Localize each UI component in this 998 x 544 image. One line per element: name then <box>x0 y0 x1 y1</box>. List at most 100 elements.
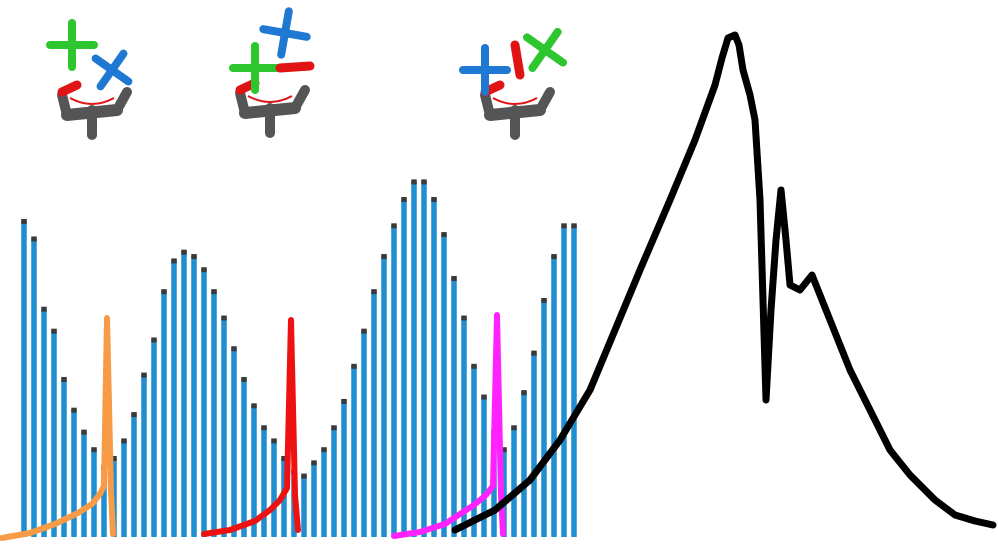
molecule-middle <box>229 7 315 138</box>
histogram-bar <box>171 260 177 537</box>
histogram-bar <box>551 256 557 537</box>
histogram-bar <box>331 427 337 537</box>
histogram-bar <box>31 238 37 538</box>
histogram-bar-cap <box>161 289 167 295</box>
histogram-bar-cap <box>321 447 327 453</box>
histogram-bar <box>511 427 517 537</box>
histogram-bar-cap <box>271 438 277 444</box>
histogram-bar <box>101 466 107 537</box>
histogram-bar <box>341 400 347 537</box>
histogram-bar-cap <box>421 179 427 185</box>
histogram-bar-cap <box>41 306 47 312</box>
red-spike <box>201 317 301 537</box>
molecule-bond <box>541 27 562 54</box>
histogram-bar <box>91 449 97 537</box>
histogram-bar <box>121 440 127 537</box>
histogram-bar-cap <box>81 429 87 435</box>
histogram-bar-cap <box>341 398 347 404</box>
histogram-bar-cap <box>561 223 567 229</box>
histogram-bar-cap <box>31 236 37 242</box>
histogram-bar <box>321 449 327 537</box>
histogram-bar-cap <box>501 447 507 453</box>
histogram-bar-cap <box>301 473 307 479</box>
orange-spike <box>0 315 116 541</box>
histogram-bar <box>41 308 47 537</box>
histogram-bar <box>451 277 457 537</box>
rotation-arc <box>492 97 538 105</box>
histogram-bar-cap <box>71 407 77 413</box>
histogram-bar-cap <box>471 363 477 369</box>
histogram-bar-cap <box>181 249 187 255</box>
histogram-bar-cap <box>201 267 207 273</box>
histogram-bar-cap <box>281 455 287 461</box>
molecule-bond <box>480 90 495 120</box>
histogram-bar-cap <box>531 350 537 356</box>
histogram-bar <box>191 256 197 537</box>
histogram-bar <box>71 409 77 537</box>
histogram-bar-cap <box>371 289 377 295</box>
histogram-bar <box>221 317 227 537</box>
histogram-bar <box>541 299 547 537</box>
histogram-bar-cap <box>461 315 467 321</box>
molecule-left <box>46 19 133 140</box>
histogram-bar <box>411 181 417 537</box>
histogram-bar <box>391 225 397 537</box>
spike-peaks <box>0 312 506 541</box>
histogram-bar <box>381 256 387 537</box>
histogram-bar <box>51 330 57 537</box>
molecule-bond <box>108 49 128 74</box>
histogram-bar-cap <box>241 376 247 382</box>
molecule-right <box>459 27 568 140</box>
histogram-bar-cap <box>151 337 157 343</box>
histogram-bar <box>241 378 247 537</box>
histogram-bar-cap <box>541 297 547 303</box>
histogram-bar-cap <box>131 412 137 418</box>
histogram-bar <box>571 225 577 537</box>
molecule-icons <box>46 7 568 140</box>
histogram-bar <box>561 225 567 537</box>
histogram-bar <box>141 374 147 537</box>
histogram-bar <box>351 365 357 537</box>
molecule-bond <box>290 85 310 113</box>
molecule-bond <box>57 90 72 120</box>
histogram-bar-cap <box>481 394 487 400</box>
histogram-bar <box>151 339 157 537</box>
histogram-bar <box>311 462 317 537</box>
histogram-bar <box>531 352 537 537</box>
histogram-bar-cap <box>221 315 227 321</box>
histogram-bar-cap <box>91 447 97 453</box>
histogram-bar-cap <box>141 372 147 378</box>
molecule-bond <box>535 87 555 115</box>
histogram-bar <box>21 220 27 538</box>
histogram-bar <box>401 198 407 537</box>
histogram-bar <box>471 365 477 537</box>
histogram-bar <box>521 392 527 537</box>
histogram-bar-cap <box>211 289 217 295</box>
histogram-bar-cap <box>551 254 557 260</box>
histogram-bar-cap <box>261 425 267 431</box>
histogram-bar <box>161 291 167 537</box>
histogram-bar-cap <box>521 390 527 396</box>
histogram-bar-cap <box>361 328 367 334</box>
histogram-bar-cap <box>511 425 517 431</box>
histogram-bar <box>201 269 207 537</box>
histogram-bar <box>501 449 507 537</box>
histogram-bar-cap <box>411 179 417 185</box>
histogram-bar <box>301 475 307 537</box>
molecule-bond <box>57 80 82 97</box>
rotation-arc <box>247 95 293 103</box>
histogram-bar-cap <box>231 346 237 352</box>
histogram-bar <box>181 251 187 537</box>
histogram-bar <box>481 396 487 537</box>
histogram-bar <box>461 317 467 537</box>
histogram-bar <box>441 234 447 537</box>
histogram-bar <box>231 348 237 537</box>
histogram-bar <box>81 431 87 537</box>
black-envelope-curve <box>451 31 997 534</box>
molecule-bond <box>112 87 132 115</box>
histogram-bar-cap <box>331 425 337 431</box>
histogram-bar-cap <box>391 223 397 229</box>
histogram-bar-cap <box>251 403 257 409</box>
histogram-bar-cap <box>171 258 177 264</box>
